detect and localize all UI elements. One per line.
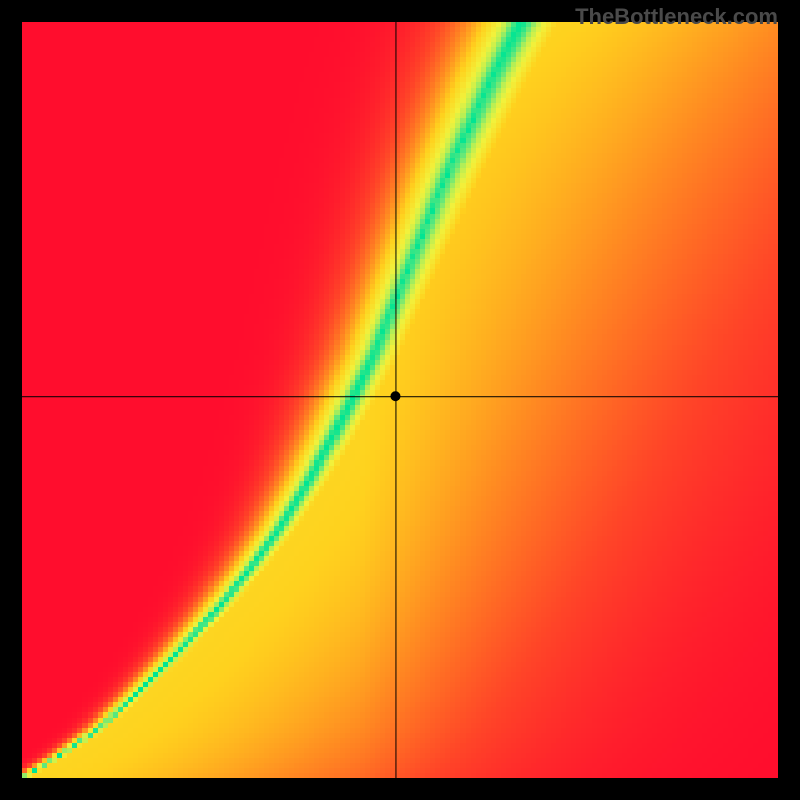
heatmap-canvas	[0, 0, 800, 800]
watermark-text: TheBottleneck.com	[575, 4, 778, 30]
chart-container: TheBottleneck.com	[0, 0, 800, 800]
